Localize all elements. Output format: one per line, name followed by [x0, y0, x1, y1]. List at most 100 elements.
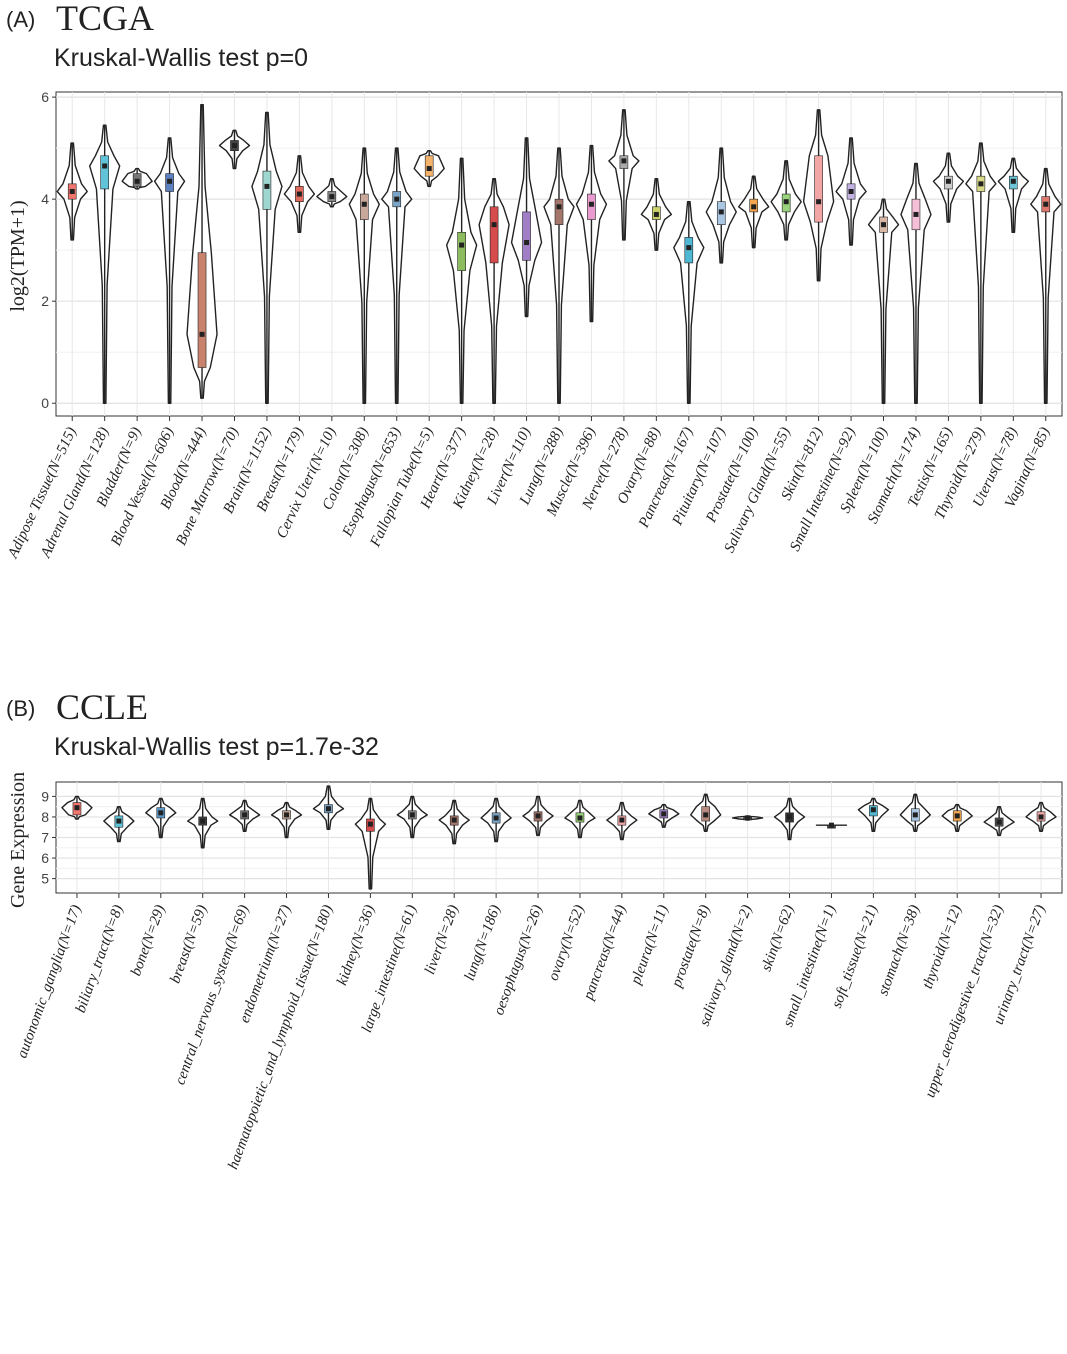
violin-median — [978, 181, 984, 187]
violin-median — [361, 201, 367, 207]
violin-median — [870, 807, 876, 813]
violin-iqr-box — [359, 193, 369, 220]
violin-median — [751, 204, 757, 210]
violin-median — [325, 806, 331, 812]
violin-median — [661, 811, 667, 817]
panel-a-subtitle: Kruskal-Wallis test p=0 — [54, 44, 308, 72]
y-tick-label: 6 — [41, 850, 49, 866]
x-tick-label: upper_aerodigestive_tract(N=32) — [922, 903, 1007, 1100]
y-tick-label: 7 — [41, 830, 49, 846]
violin-median — [913, 211, 919, 217]
panel-b-title: CCLE — [56, 687, 148, 727]
violin-median — [329, 194, 335, 200]
violin-median — [1038, 814, 1044, 820]
violin-median — [264, 183, 270, 189]
violin-iqr-box — [424, 155, 434, 177]
violin-median — [828, 822, 834, 828]
violin-iqr-box — [587, 193, 596, 220]
violin-median — [167, 178, 173, 184]
violin-median — [116, 818, 122, 824]
panel-a-label: (A) — [6, 7, 35, 32]
panel-b-subtitle: Kruskal-Wallis test p=1.7e-32 — [54, 733, 379, 761]
violin-median — [1010, 178, 1016, 184]
violin-median — [996, 819, 1002, 825]
violin-median — [783, 199, 789, 205]
x-tick-label: pleura(N=11) — [628, 903, 672, 988]
x-tick-label: thyroid(N=12) — [920, 903, 965, 991]
x-tick-label: soft_tissue(N=21) — [829, 903, 881, 1010]
violin-median — [621, 158, 627, 164]
x-tick-label: pancreas(N=44) — [580, 903, 629, 1003]
violin-median — [451, 817, 457, 823]
x-tick-label: kidney(N=36) — [334, 903, 378, 988]
violin-iqr-box — [100, 155, 109, 190]
panel-b-ylabel: Gene Expression — [7, 772, 29, 908]
violin-median — [1043, 201, 1049, 207]
violin-median — [199, 331, 205, 337]
violin-iqr-box — [522, 211, 531, 261]
x-tick-label: breast(N=59) — [167, 903, 210, 986]
violin-median — [718, 209, 724, 215]
violin-median — [945, 178, 951, 184]
violin-median — [816, 199, 822, 205]
violin-median — [200, 818, 206, 824]
violin-median — [619, 817, 625, 823]
y-tick-label: 2 — [41, 293, 49, 309]
y-tick-label: 8 — [41, 809, 49, 825]
violin-median — [881, 222, 887, 228]
violin-median — [158, 810, 164, 816]
violin-iqr-box — [197, 252, 207, 368]
violin-median — [426, 166, 432, 172]
violin-iqr-box — [262, 170, 272, 210]
violin-median — [102, 163, 108, 169]
y-tick-label: 5 — [41, 871, 49, 887]
violin-median — [556, 204, 562, 210]
panel-a-title: TCGA — [56, 0, 154, 38]
violin-median — [296, 191, 302, 197]
violin-iqr-box — [554, 198, 564, 225]
violin-median — [459, 242, 465, 248]
violin-median — [954, 813, 960, 819]
y-tick-label: 9 — [41, 788, 49, 804]
violin-median — [577, 815, 583, 821]
violin-median — [367, 821, 373, 827]
panel-b-plot: 5 6 7 8 9 autonomic_ganglia(N=17)biliary_trac… — [14, 781, 1063, 1172]
violin-median — [787, 814, 793, 820]
x-tick-label: prostate(N=8) — [669, 903, 714, 990]
violin-median — [284, 812, 290, 818]
violin-median — [745, 815, 751, 821]
violin-median — [74, 805, 80, 811]
x-tick-label: skin(N=62) — [759, 903, 798, 974]
x-tick-label: autonomic_ganglia(N=17) — [14, 903, 84, 1060]
violin-iqr-box — [814, 155, 823, 223]
y-tick-label: 0 — [41, 395, 49, 411]
x-tick-label: liver(N=28) — [422, 903, 462, 977]
violin-median — [848, 188, 854, 194]
violin-median — [653, 211, 659, 217]
violin-median — [588, 201, 594, 207]
violin-median — [912, 812, 918, 818]
x-tick-label: bone(N=29) — [128, 903, 168, 978]
violin-median — [535, 813, 541, 819]
violin-median — [493, 815, 499, 821]
y-tick-label: 6 — [41, 89, 49, 105]
panel-a-ylabel: log2(TPM+1) — [7, 200, 29, 311]
violin-median — [409, 812, 415, 818]
violin-median — [134, 178, 140, 184]
violin-median — [231, 143, 237, 149]
x-tick-label: lung(N=186) — [462, 903, 504, 983]
violin-iqr-box — [489, 206, 499, 264]
violin-median — [703, 812, 709, 818]
violin-median — [491, 222, 497, 228]
panel-b-label: (B) — [6, 696, 35, 721]
x-tick-label: biliary_tract(N=8) — [73, 903, 127, 1015]
violin-median — [242, 812, 248, 818]
violin-iqr-box — [684, 237, 694, 264]
violin-median — [394, 196, 400, 202]
y-tick-label: 4 — [41, 191, 49, 207]
violin-iqr-box — [457, 232, 466, 271]
x-tick-label: ovary(N=52) — [546, 903, 588, 983]
violin-median — [69, 188, 75, 194]
